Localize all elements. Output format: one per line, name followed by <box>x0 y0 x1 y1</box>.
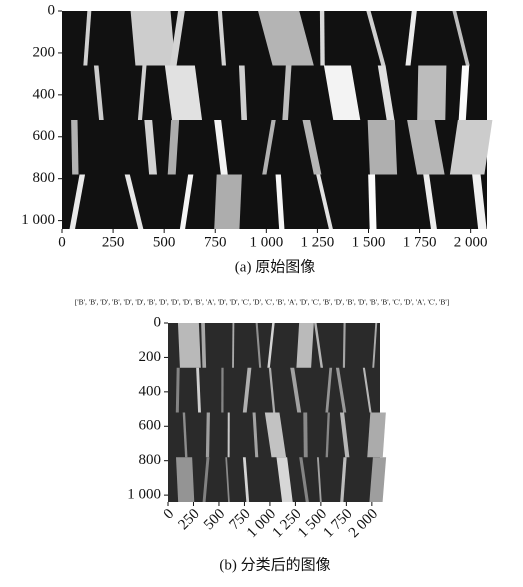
x-tick-label: 500 <box>153 234 176 250</box>
y-tick-label: 600 <box>139 418 162 434</box>
y-tick-label: 800 <box>139 452 162 468</box>
x-tick-label: 250 <box>102 234 125 250</box>
y-tick-label: 400 <box>33 86 56 102</box>
y-tick-label: 600 <box>33 128 56 144</box>
x-tick-label: 1 750 <box>320 506 355 541</box>
stripe <box>178 323 201 368</box>
caption: (b) 分类后的图像 <box>219 556 330 573</box>
stripe <box>176 457 194 502</box>
y-tick-label: 200 <box>33 44 56 60</box>
caption: (a) 原始图像 <box>235 258 315 275</box>
stripe <box>320 11 325 66</box>
x-tick-label: 250 <box>176 506 203 533</box>
x-tick-label: 0 <box>58 234 66 250</box>
x-tick-label: 0 <box>161 506 178 523</box>
x-tick-label: 1 750 <box>403 234 437 250</box>
stripe <box>367 413 386 458</box>
x-tick-label: 1 250 <box>269 506 304 541</box>
y-tick-label: 1 000 <box>127 487 161 503</box>
x-tick-label: 1 500 <box>352 234 386 250</box>
stripe <box>221 368 223 413</box>
x-tick-label: 1 000 <box>244 506 279 541</box>
x-tick-label: 750 <box>204 234 227 250</box>
y-tick-label: 1 000 <box>21 212 55 228</box>
panel-title: ['B', 'B', 'D', 'B', 'D', 'D', 'B', 'D',… <box>75 298 449 307</box>
y-tick-label: 400 <box>139 383 162 399</box>
x-tick-label: 1 000 <box>249 234 283 250</box>
y-tick-label: 200 <box>139 349 162 365</box>
y-tick-label: 800 <box>33 170 56 186</box>
y-tick-label: 0 <box>48 2 56 18</box>
x-tick-label: 1 500 <box>295 506 330 541</box>
stripe <box>228 413 230 458</box>
stripe <box>214 175 242 230</box>
stripe <box>368 120 397 175</box>
stripe <box>417 66 446 121</box>
stripe <box>303 413 307 458</box>
x-tick-label: 2 000 <box>454 234 488 250</box>
stripe <box>71 120 78 175</box>
x-tick-label: 500 <box>201 506 228 533</box>
y-tick-label: 0 <box>154 314 162 330</box>
stripe <box>296 323 313 368</box>
x-tick-label: 1 250 <box>301 234 335 250</box>
stripe <box>131 11 176 66</box>
x-tick-label: 2 000 <box>346 506 381 541</box>
figure: ['B', 'B', 'D', 'B', 'D', 'D', 'B', 'D',… <box>0 0 523 582</box>
